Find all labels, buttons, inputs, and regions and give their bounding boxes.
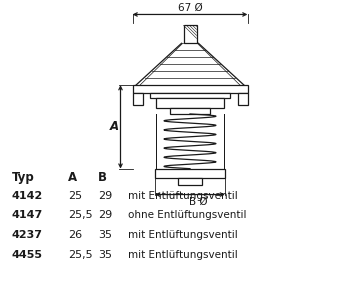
Text: A: A	[68, 171, 77, 184]
Text: 25,5: 25,5	[68, 211, 93, 220]
Text: 26: 26	[68, 230, 82, 240]
Text: 35: 35	[98, 230, 112, 240]
Text: 4455: 4455	[12, 250, 43, 260]
Bar	[150, 93, 230, 98]
Text: 4147: 4147	[12, 211, 43, 220]
Text: A: A	[110, 120, 119, 134]
Text: mit Entlüftungsventil: mit Entlüftungsventil	[128, 250, 238, 260]
Bar	[156, 98, 224, 108]
Text: 35: 35	[98, 250, 112, 260]
Bar	[133, 93, 142, 105]
Text: B: B	[98, 171, 107, 184]
Bar	[155, 169, 225, 178]
Text: B Ø: B Ø	[189, 196, 207, 206]
Text: 67 Ø: 67 Ø	[177, 2, 202, 13]
Text: Typ: Typ	[12, 171, 35, 184]
Bar	[183, 26, 196, 43]
Text: mit Entlüftungsventil: mit Entlüftungsventil	[128, 230, 238, 240]
Text: 29: 29	[98, 211, 112, 220]
Bar	[178, 178, 202, 184]
Text: 4237: 4237	[12, 230, 43, 240]
Text: 25,5: 25,5	[68, 250, 93, 260]
Text: 25: 25	[68, 190, 82, 201]
Text: mit Entlüftungsventil: mit Entlüftungsventil	[128, 190, 238, 201]
Bar	[170, 108, 210, 114]
Text: 4142: 4142	[12, 190, 43, 201]
Bar	[238, 93, 247, 105]
Text: 29: 29	[98, 190, 112, 201]
Text: ohne Entlüftungsventil: ohne Entlüftungsventil	[128, 211, 246, 220]
Bar	[133, 85, 247, 93]
